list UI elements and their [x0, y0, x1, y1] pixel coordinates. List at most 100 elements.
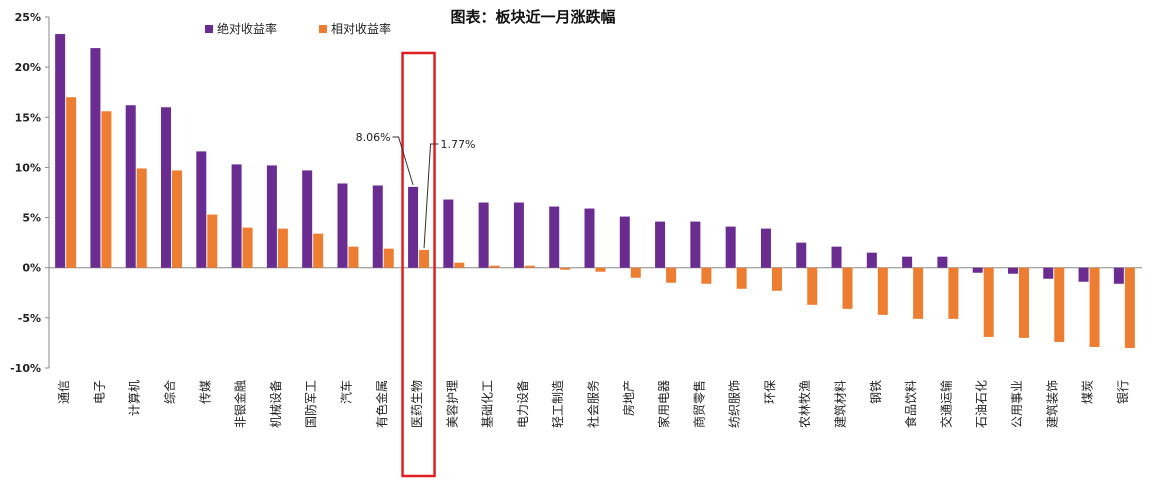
bar-absolute-30 [1113, 267, 1124, 284]
category-label: 基础化工 [481, 380, 495, 428]
y-tick-label: 25% [15, 11, 41, 24]
y-tick-label: 10% [15, 161, 41, 174]
bar-absolute-1 [90, 48, 101, 268]
bar-relative-17 [666, 267, 677, 283]
category-labels: 通信 电子 计算机 综合 传媒 非银金融 机械设备 国防军工 汽车 有色金属 医药生物 美容护理 基础化… [57, 380, 1130, 428]
category-label: 汽车 [338, 380, 353, 404]
category-label: 综合 [162, 380, 177, 404]
category-label: 传媒 [197, 380, 212, 404]
bar-relative-13 [524, 265, 535, 268]
bar-relative-24 [913, 267, 924, 319]
bar-absolute-6 [266, 165, 277, 268]
category-label: 电力设备 [516, 380, 530, 428]
bar-relative-6 [277, 228, 288, 268]
category-label: 食品饮料 [903, 380, 918, 428]
category-label: 农林牧渔 [798, 380, 812, 428]
y-tick-label: -5% [18, 312, 41, 325]
category-label: 商贸零售 [691, 380, 706, 428]
bar-relative-8 [348, 246, 359, 268]
category-label: 房地产 [621, 380, 636, 416]
bar-absolute-23 [866, 252, 877, 268]
category-label: 非银金融 [233, 380, 248, 428]
bar-absolute-14 [549, 206, 560, 268]
bar-absolute-16 [619, 216, 630, 268]
annotation-leader-line [392, 136, 414, 186]
legend-label: 绝对收益率 [217, 21, 277, 36]
bar-absolute-22 [831, 246, 842, 268]
legend-swatch [319, 25, 327, 33]
bar-absolute-3 [161, 107, 172, 268]
bar-absolute-29 [1078, 267, 1089, 282]
bar-relative-29 [1089, 267, 1100, 347]
y-tick-label: 0% [22, 262, 41, 275]
y-tick-label: -10% [10, 362, 41, 375]
bar-relative-19 [736, 267, 747, 289]
bar-relative-30 [1124, 267, 1135, 348]
category-label: 机械设备 [268, 380, 283, 428]
bar-relative-0 [66, 97, 77, 268]
category-label: 医药生物 [410, 380, 424, 428]
category-label: 有色金属 [374, 380, 389, 428]
bar-absolute-12 [478, 202, 489, 268]
bar-relative-21 [807, 267, 818, 305]
bar-absolute-4 [196, 151, 207, 268]
chart-title: 图表：板块近一月涨跌幅 [450, 8, 615, 26]
category-label: 钢铁 [869, 380, 883, 404]
bar-absolute-9 [372, 185, 383, 268]
legend-swatch [205, 25, 213, 33]
bar-relative-16 [630, 267, 641, 278]
bar-relative-15 [595, 267, 606, 272]
category-label: 石油石化 [975, 380, 989, 428]
category-label: 国防军工 [303, 380, 318, 428]
y-tick-label: 5% [22, 212, 41, 225]
annotations: 8.06% 1.77% [356, 51, 476, 478]
bars-group [55, 34, 1135, 348]
bar-relative-1 [101, 111, 112, 268]
bar-absolute-18 [690, 221, 701, 268]
bar-absolute-13 [513, 202, 524, 268]
bar-relative-22 [842, 267, 853, 309]
category-label: 银行 [1116, 380, 1130, 404]
bar-relative-7 [313, 233, 324, 268]
bar-relative-25 [948, 267, 959, 319]
category-label: 电子 [92, 380, 106, 404]
bar-absolute-28 [1043, 267, 1054, 279]
bar-absolute-27 [1007, 267, 1018, 274]
legend-label: 相对收益率 [331, 21, 391, 36]
legend: 绝对收益率 相对收益率 [205, 21, 391, 36]
category-label: 通信 [57, 380, 71, 404]
bar-absolute-26 [972, 267, 983, 273]
bar-absolute-7 [302, 170, 313, 268]
bar-relative-20 [771, 267, 782, 291]
bar-relative-12 [489, 265, 500, 268]
annotation-relative: 1.77% [441, 138, 476, 151]
category-label: 纺织服饰 [728, 380, 742, 428]
bar-absolute-24 [902, 256, 913, 268]
highlight-box [401, 51, 436, 478]
bar-absolute-11 [443, 199, 454, 268]
bar-relative-26 [983, 267, 994, 337]
bar-relative-2 [136, 168, 147, 268]
category-label: 交通运输 [938, 380, 953, 428]
bar-absolute-8 [337, 183, 348, 268]
bar-relative-10 [419, 249, 430, 268]
bar-absolute-19 [725, 226, 736, 268]
bar-absolute-21 [796, 242, 807, 268]
category-label: 煤炭 [1081, 380, 1095, 404]
bar-relative-3 [172, 170, 183, 268]
annotation-leader-line [423, 143, 439, 248]
bar-absolute-10 [408, 186, 419, 268]
category-label: 美容护理 [444, 380, 459, 428]
bar-absolute-17 [655, 221, 666, 268]
bar-absolute-0 [55, 34, 66, 268]
category-label: 社会服务 [586, 380, 601, 428]
annotation-absolute: 8.06% [356, 131, 391, 144]
bar-relative-14 [560, 267, 571, 270]
bar-relative-18 [701, 267, 712, 284]
bar-absolute-15 [584, 208, 595, 268]
category-label: 家用电器 [656, 380, 671, 428]
category-label: 环保 [763, 380, 777, 404]
bar-relative-23 [877, 267, 888, 315]
